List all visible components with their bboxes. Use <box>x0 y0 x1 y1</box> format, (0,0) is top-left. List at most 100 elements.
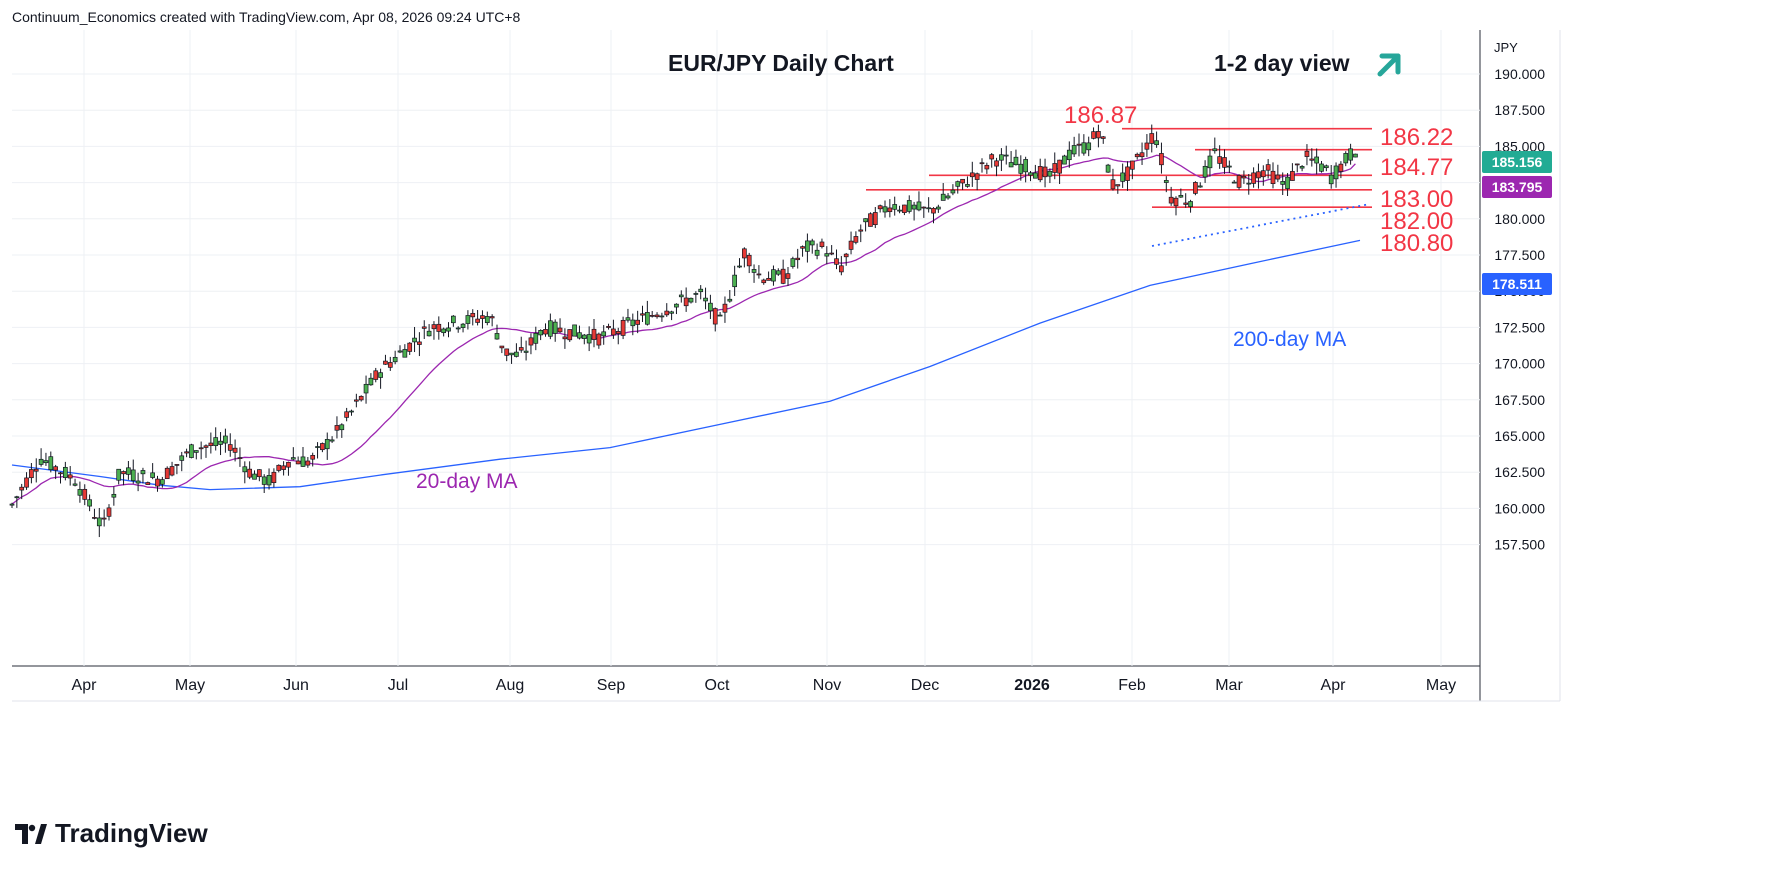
candle <box>805 233 810 263</box>
candle <box>14 495 20 508</box>
candle <box>960 178 965 191</box>
candle <box>1319 160 1324 173</box>
candle <box>717 311 723 317</box>
candle <box>853 231 859 245</box>
candle <box>999 148 1004 172</box>
candle <box>87 494 92 512</box>
level-label: 180.80 <box>1380 230 1453 257</box>
ma20-label: 20-day MA <box>416 470 518 493</box>
candle <box>906 195 912 214</box>
candle <box>1265 159 1271 179</box>
x-tick-label: Jun <box>283 677 309 694</box>
x-axis-ticks: Apr May Jun Jul Aug Sep Oct Nov Dec 2026 Feb Mar Apr… <box>72 677 1457 694</box>
candle <box>19 483 25 500</box>
candle <box>1299 165 1305 172</box>
candle <box>169 461 175 477</box>
candle <box>164 466 170 480</box>
candle <box>53 464 59 480</box>
x-tick-label: Feb <box>1118 677 1146 694</box>
candle <box>1338 161 1344 179</box>
candle <box>1168 186 1174 206</box>
candle <box>286 461 291 476</box>
rising-trendline <box>1151 203 1371 247</box>
candle <box>43 452 49 466</box>
candle <box>514 343 519 358</box>
candle <box>601 325 607 345</box>
candle <box>737 258 742 269</box>
candle <box>659 312 665 322</box>
candle <box>926 197 932 213</box>
candle <box>809 238 815 254</box>
candle <box>354 393 359 408</box>
candle <box>232 439 238 462</box>
candle <box>669 310 674 321</box>
candle <box>208 432 214 454</box>
y-tick-label: 167.500 <box>1494 392 1545 408</box>
candle <box>863 218 868 232</box>
candle <box>518 336 524 353</box>
candle <box>771 265 776 286</box>
level-label: 184.77 <box>1380 154 1453 181</box>
candle <box>315 442 320 459</box>
candle <box>557 318 563 333</box>
candle <box>1353 153 1358 158</box>
candle <box>1217 145 1223 169</box>
candle <box>397 345 403 354</box>
candle <box>446 322 451 338</box>
candle <box>67 466 73 486</box>
chart-title: EUR/JPY Daily Chart <box>668 50 894 76</box>
y-tick-label: 165.000 <box>1494 428 1545 444</box>
candle <box>703 287 708 310</box>
candle <box>969 161 975 187</box>
last-price-badge: 185.156 <box>1482 151 1552 173</box>
candle <box>1348 143 1353 165</box>
x-tick-label: Aug <box>496 677 524 694</box>
candle <box>1100 135 1106 144</box>
candle <box>480 310 485 329</box>
candle <box>761 278 767 285</box>
candle <box>872 207 878 229</box>
candle <box>1149 124 1155 153</box>
candle <box>654 312 660 319</box>
x-tick-label: May <box>1426 677 1456 694</box>
candle <box>596 332 602 349</box>
x-tick-label: Dec <box>911 677 939 694</box>
candle <box>1226 160 1232 174</box>
candle <box>644 300 650 326</box>
candle <box>887 199 893 218</box>
level-label: 183.00 <box>1380 186 1453 213</box>
candle <box>1275 164 1281 182</box>
candle <box>1197 182 1203 188</box>
candle <box>193 450 199 460</box>
x-tick-label: Oct <box>705 677 730 694</box>
candle <box>732 265 738 296</box>
candle <box>1047 168 1053 184</box>
candle <box>392 350 398 365</box>
level-label: 186.87 <box>1064 102 1137 129</box>
candle <box>635 310 641 334</box>
candle <box>664 303 670 317</box>
candle <box>417 332 422 357</box>
candle <box>441 327 446 337</box>
candle <box>630 313 636 336</box>
y-tick-label: 170.000 <box>1494 356 1545 372</box>
candle <box>1285 173 1290 196</box>
candle <box>1042 158 1048 188</box>
tradingview-logo[interactable]: TradingView <box>15 818 208 849</box>
tradingview-logo-icon <box>15 823 47 844</box>
candle <box>92 508 97 520</box>
candle <box>974 172 980 191</box>
candle <box>387 356 393 371</box>
y-tick-label: 160.000 <box>1494 500 1545 516</box>
candle <box>698 285 704 300</box>
y-tick-label: 177.500 <box>1494 247 1545 263</box>
candle <box>1173 196 1179 216</box>
candle <box>1032 164 1038 179</box>
x-tick-label: Jul <box>388 677 408 694</box>
candle <box>586 326 592 352</box>
candle <box>552 319 558 342</box>
candle <box>1013 149 1019 166</box>
candle <box>271 468 277 488</box>
candle <box>72 478 78 487</box>
